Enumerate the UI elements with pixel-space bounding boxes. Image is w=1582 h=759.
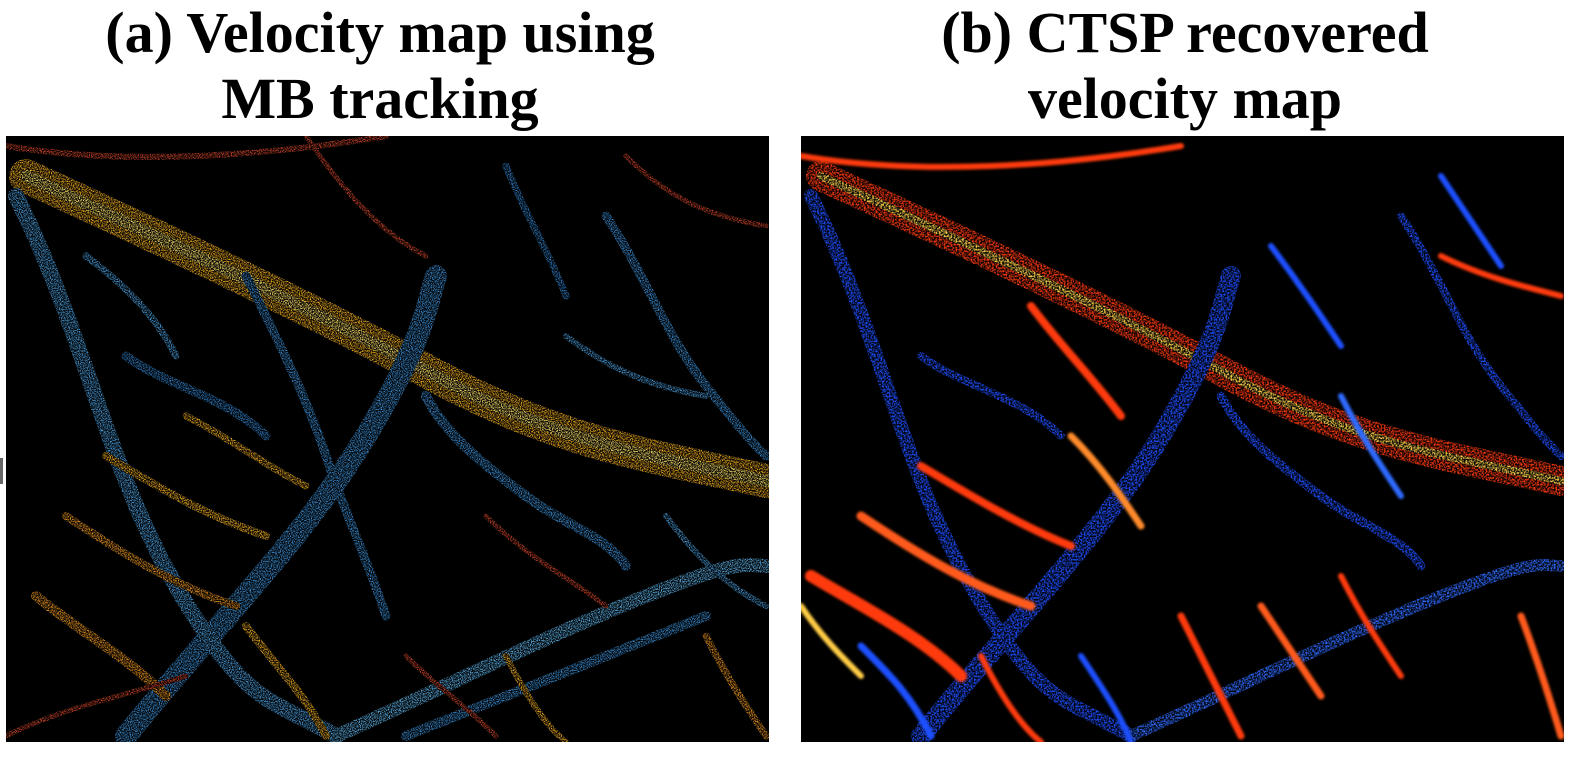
panel-b-title-line2: velocity map: [1027, 66, 1343, 131]
panel-a-title-line2: MB tracking: [221, 66, 539, 131]
velocity-map-mb-tracking-image: [6, 136, 769, 742]
ctsp-recovered-velocity-map-image: [801, 136, 1564, 742]
velocity-map-a-vessels: [6, 136, 769, 742]
panel-b-title-line1: (b) CTSP recovered: [941, 0, 1429, 65]
panel-a-title-line1: (a) Velocity map using: [105, 0, 655, 65]
panel-a-title: (a) Velocity map using MB tracking: [30, 0, 730, 132]
cropped-label-fragment: [0, 458, 3, 484]
panel-b-title: (b) CTSP recovered velocity map: [805, 0, 1565, 132]
velocity-map-b-vessels: [801, 143, 1564, 742]
